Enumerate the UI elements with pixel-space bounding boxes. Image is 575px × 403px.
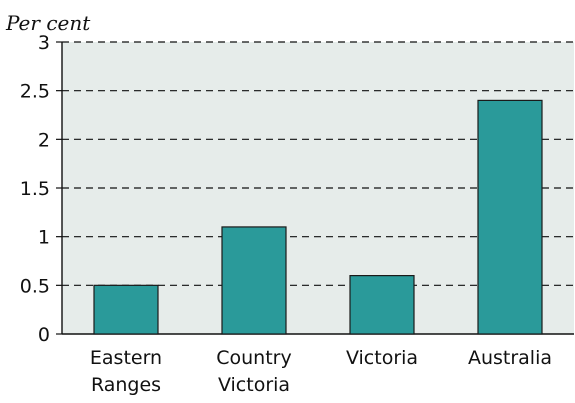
y-tick-label: 1 — [38, 227, 50, 249]
y-tick-label: 0 — [38, 324, 50, 346]
x-category-label: Country — [216, 347, 291, 369]
y-tick-label: 3 — [38, 32, 50, 54]
bar-1 — [221, 226, 287, 335]
x-category-label: Eastern — [90, 347, 162, 369]
x-category-label: Victoria — [346, 347, 418, 369]
y-tick-label: 0.5 — [20, 275, 50, 297]
x-category-label: Victoria — [218, 374, 290, 396]
x-category-label: Australia — [468, 347, 552, 369]
y-tick-label: 1.5 — [20, 178, 50, 200]
x-category-label: Ranges — [91, 374, 161, 396]
y-axis-label: Per cent — [5, 11, 91, 35]
y-tick-label: 2 — [38, 129, 50, 151]
bar-2 — [349, 275, 415, 335]
y-tick-label: 2.5 — [20, 81, 50, 103]
bar-3 — [477, 99, 543, 335]
bar-0 — [93, 284, 159, 335]
plot-area: 0 0.5 1 1.5 2 2.5 3 Eastern Ranges Country Victori… — [20, 32, 574, 396]
